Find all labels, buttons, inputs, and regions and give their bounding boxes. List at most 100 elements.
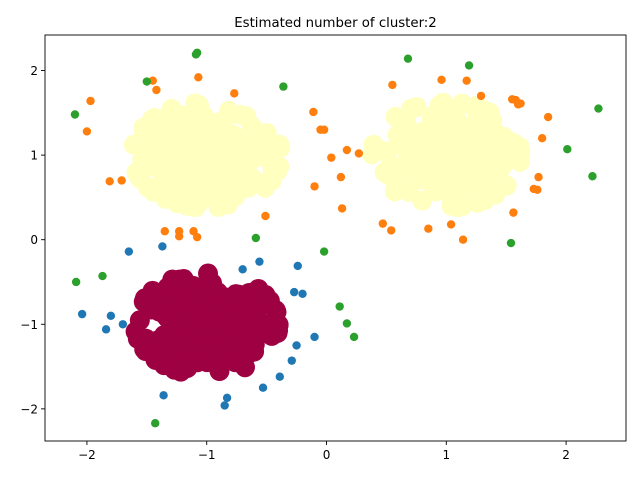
noise-point-orange: [230, 89, 239, 98]
noise-point-green: [342, 319, 352, 328]
noise-point-green: [142, 77, 152, 86]
x-tick-label: −2: [78, 448, 96, 462]
noise-point-blue: [118, 320, 128, 329]
noise-point-blue: [298, 289, 307, 299]
core-point-cluster-1: [183, 157, 204, 178]
core-point-cluster-0: [267, 322, 288, 343]
core-point-cluster-1: [143, 181, 164, 202]
y-tick-label: 1: [30, 149, 38, 163]
core-point-cluster-1: [195, 127, 216, 148]
core-point-cluster-1: [414, 150, 435, 171]
noise-point-green: [279, 82, 288, 91]
core-point-cluster-1: [222, 128, 243, 149]
noise-point-orange: [534, 172, 543, 182]
core-point-cluster-1: [375, 141, 396, 162]
core-point-cluster-0: [255, 285, 276, 306]
core-point-cluster-1: [447, 196, 468, 217]
noise-point-orange: [437, 75, 446, 85]
noise-point-blue: [222, 393, 232, 403]
noise-point-orange: [194, 73, 203, 82]
y-tick-label: 0: [30, 233, 38, 247]
noise-point-orange: [476, 91, 486, 101]
core-point-cluster-1: [254, 177, 275, 198]
axes: −2 −1 0 1 2 −2 −1 0 1 2: [20, 34, 627, 462]
noise-point-orange: [160, 227, 169, 236]
noise-point-orange: [261, 211, 270, 221]
noise-point-orange: [533, 185, 542, 194]
core-point-cluster-0: [177, 357, 198, 378]
noise-point-green: [506, 238, 516, 248]
noise-point-green: [71, 277, 81, 287]
noise-point-blue: [292, 341, 301, 350]
noise-point-blue: [275, 372, 284, 381]
core-point-cluster-0: [185, 339, 206, 360]
noise-point-orange: [509, 208, 518, 217]
core-point-cluster-0: [162, 322, 183, 343]
noise-point-orange: [354, 149, 364, 158]
x-tick-label: 1: [442, 448, 450, 462]
core-point-cluster-1: [391, 165, 412, 186]
core-point-cluster-1: [393, 127, 414, 148]
noise-point-orange: [319, 125, 329, 134]
noise-point-green: [319, 247, 329, 256]
core-point-cluster-1: [496, 175, 517, 196]
noise-point-green: [403, 54, 413, 63]
core-point-cluster-1: [261, 141, 282, 162]
core-point-cluster-1: [479, 102, 500, 123]
core-point-cluster-0: [266, 302, 287, 323]
noise-point-green: [192, 48, 202, 57]
noise-point-blue: [158, 242, 167, 251]
noise-point-orange: [446, 220, 456, 229]
noise-point-blue: [106, 311, 116, 321]
x-tick-label: −1: [198, 448, 216, 462]
core-point-cluster-0: [135, 328, 156, 349]
noise-point-orange: [192, 232, 202, 242]
core-points-layer: [123, 92, 531, 382]
core-point-cluster-1: [510, 141, 531, 162]
noise-point-blue: [101, 325, 111, 334]
core-point-cluster-1: [209, 159, 230, 180]
plot-frame: [44, 34, 627, 442]
core-point-cluster-0: [229, 284, 250, 305]
core-point-cluster-1: [123, 134, 144, 155]
noise-point-orange: [543, 112, 553, 122]
core-point-cluster-1: [424, 166, 445, 187]
chart-title: Estimated number of cluster:2: [234, 16, 437, 31]
noise-point-orange: [82, 127, 92, 136]
noise-point-blue: [293, 261, 302, 271]
noise-point-orange: [327, 153, 336, 162]
noise-point-orange: [388, 80, 397, 90]
core-point-cluster-0: [234, 357, 255, 378]
noise-point-orange: [152, 85, 161, 95]
noise-point-orange: [105, 177, 114, 186]
noise-point-orange: [378, 219, 388, 228]
core-point-cluster-0: [184, 319, 205, 340]
noise-point-orange: [537, 133, 547, 143]
noise-point-green: [594, 104, 603, 113]
noise-point-orange: [337, 204, 347, 213]
core-point-cluster-1: [173, 109, 194, 130]
noise-point-green: [70, 110, 80, 119]
core-point-cluster-1: [384, 181, 405, 202]
x-tick-label: 0: [323, 448, 331, 462]
noise-point-orange: [174, 227, 184, 236]
noise-point-orange: [516, 99, 525, 108]
noise-point-green: [151, 419, 160, 428]
core-point-cluster-1: [406, 97, 427, 118]
core-point-cluster-1: [455, 178, 476, 199]
core-point-cluster-0: [247, 308, 268, 329]
core-point-cluster-1: [467, 192, 488, 213]
noise-point-orange: [336, 172, 346, 182]
core-point-cluster-0: [200, 317, 221, 338]
noise-point-orange: [424, 224, 433, 233]
noise-point-blue: [289, 287, 299, 297]
noise-point-blue: [124, 247, 134, 256]
noise-point-orange: [309, 107, 318, 117]
noise-point-orange: [462, 76, 471, 85]
core-point-cluster-1: [374, 162, 395, 183]
noise-point-green: [464, 61, 474, 70]
noise-point-blue: [255, 257, 264, 266]
core-point-cluster-0: [149, 286, 170, 307]
core-point-cluster-1: [192, 187, 213, 208]
noise-point-orange: [342, 145, 352, 155]
